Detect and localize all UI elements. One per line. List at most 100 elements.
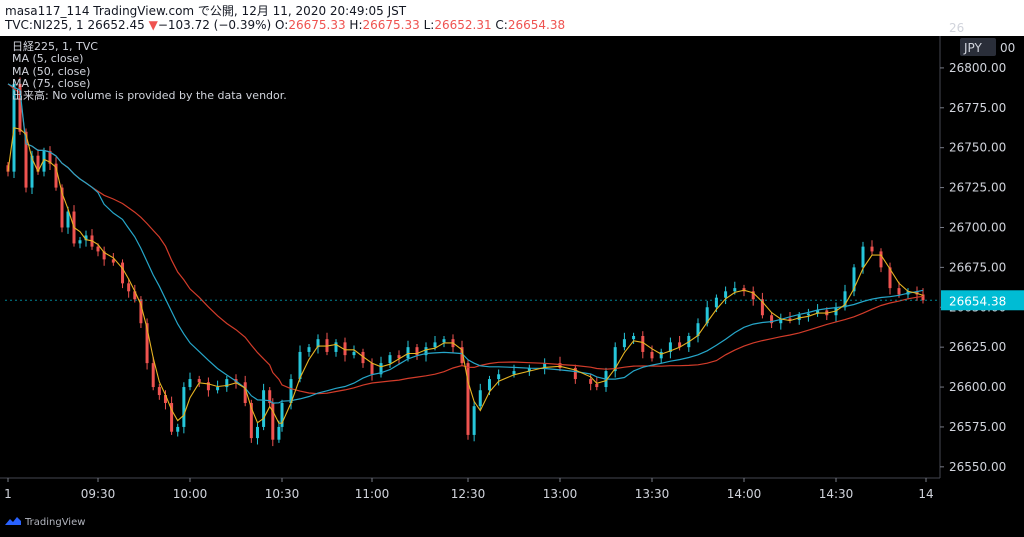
candle-body — [307, 347, 311, 352]
candle-body — [157, 387, 161, 396]
candle-body — [622, 339, 626, 348]
candle-body — [268, 390, 272, 404]
down-arrow-icon: ▼ — [148, 18, 158, 32]
candle-body — [133, 291, 137, 300]
time-axis[interactable]: 1 09:30 10:00 10:30 11:00 12:30 13:00 13:30 14:0… — [0, 477, 940, 501]
candle-body — [442, 339, 446, 343]
candle-body — [54, 163, 58, 188]
price-tick-label: 26750.00 — [949, 141, 1006, 155]
candle-body — [870, 246, 874, 252]
legend-ma50[interactable]: MA (50, close) — [12, 65, 91, 78]
legend-ma5[interactable]: MA (5, close) — [12, 52, 84, 65]
time-tick-label: 13:30 — [635, 487, 670, 501]
candle-body — [225, 379, 229, 388]
time-tick-label: 09:30 — [81, 487, 116, 501]
time-tick-label: 14 — [918, 487, 933, 501]
candlestick-chart[interactable]: 26550.0026575.0026600.0026625.0026650.00… — [0, 0, 1024, 508]
candle-body — [760, 299, 764, 316]
candle-body — [724, 291, 728, 298]
candle-body — [197, 379, 201, 383]
high-label: H: — [349, 18, 363, 32]
candle-body — [216, 387, 220, 391]
price-tick-label-clipped: 26 — [949, 21, 964, 35]
candle-body — [466, 363, 470, 435]
low-value: 26652.31 — [434, 18, 492, 32]
candle-body — [277, 426, 281, 440]
legend-symbol[interactable]: 日経225, 1, TVC — [12, 40, 98, 53]
price-tick-label: 26700.00 — [949, 220, 1006, 234]
candle-body — [127, 283, 131, 292]
candle-body — [415, 347, 419, 356]
candle-body — [60, 187, 64, 228]
candles-layer — [6, 77, 925, 447]
price-tick-label: 26675.00 — [949, 260, 1006, 274]
candle-body — [334, 342, 338, 352]
symbol-label: TVC:NI225, 1 — [5, 18, 84, 32]
candle-body — [18, 83, 22, 132]
overlay-layer: 26654.38 — [5, 290, 1024, 311]
ma50-line — [7, 83, 924, 404]
candle-body — [632, 335, 636, 340]
candle-body — [36, 155, 40, 172]
candle-body — [48, 150, 52, 164]
candle-body — [751, 291, 755, 300]
candle-body — [298, 351, 302, 380]
candle-body — [111, 259, 115, 263]
currency-tick-fragment: 00 — [1000, 41, 1015, 55]
close-label: C: — [495, 18, 508, 32]
candle-body — [121, 262, 125, 284]
candle-body — [478, 390, 482, 407]
low-label: L: — [423, 18, 435, 32]
candle-body — [280, 403, 284, 427]
candle-body — [289, 379, 293, 404]
price-tick-label: 26625.00 — [949, 340, 1006, 354]
close-value: 26654.38 — [507, 18, 566, 32]
candle-body — [379, 363, 383, 375]
candle-body — [96, 246, 100, 252]
ma75-line — [7, 83, 924, 395]
time-tick-label: 12:30 — [451, 487, 486, 501]
legend-volume[interactable]: 出来高: No volume is provided by the data v… — [12, 89, 287, 102]
candle-body — [816, 310, 820, 314]
candle-body — [170, 403, 174, 432]
price-tick-label: 26575.00 — [949, 420, 1006, 434]
candle-body — [206, 382, 210, 391]
time-tick-label: 10:30 — [265, 487, 300, 501]
candle-body — [527, 367, 531, 372]
candle-body — [487, 379, 491, 391]
candle-body — [163, 395, 167, 404]
change-value: −103.72 (−0.39%) — [157, 18, 272, 32]
candle-body — [145, 323, 149, 364]
candle-body — [24, 131, 28, 188]
last-price-badge — [941, 290, 1024, 311]
candle-body — [543, 363, 547, 368]
legend-ma75[interactable]: MA (75, close) — [12, 77, 91, 90]
candle-body — [271, 403, 275, 440]
candle-body — [472, 406, 476, 435]
tradingview-logo-icon[interactable] — [4, 515, 22, 527]
candle-body — [78, 240, 82, 244]
candle-body — [361, 351, 365, 364]
candle-body — [696, 323, 700, 336]
candle-body — [243, 382, 247, 404]
candle-body — [879, 251, 883, 268]
candle-body — [921, 294, 925, 301]
candle-body — [613, 347, 617, 372]
candle-body — [573, 367, 577, 380]
last-price: 26652.45 — [87, 18, 145, 32]
time-tick-label: 13:00 — [543, 487, 578, 501]
candle-body — [188, 379, 192, 388]
candle-body — [406, 347, 410, 359]
price-tick-label: 26725.00 — [949, 181, 1006, 195]
open-value: 26675.33 — [288, 18, 346, 32]
candle-body — [888, 267, 892, 289]
time-tick-label: 14:00 — [727, 487, 762, 501]
price-axis[interactable]: 26550.0026575.0026600.0026625.0026650.00… — [939, 21, 1015, 478]
candle-body — [843, 291, 847, 308]
candle-body — [897, 288, 901, 295]
candle-body — [66, 211, 70, 228]
footer — [0, 508, 1024, 537]
branding-text[interactable]: TradingView — [25, 517, 86, 528]
price-tick-label: 26550.00 — [949, 460, 1006, 474]
